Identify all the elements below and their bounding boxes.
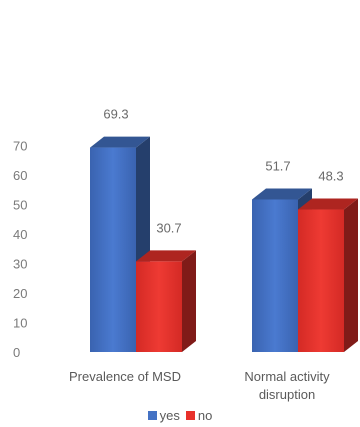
bar-top-face xyxy=(252,188,312,200)
bar-no-1 xyxy=(136,250,196,352)
data-labels: 69.3 30.7 51.7 48.3 xyxy=(103,107,343,236)
category-label-1: Prevalence of MSD xyxy=(69,369,181,384)
bar-top-face xyxy=(136,250,196,262)
y-tick-label-10: 10 xyxy=(13,316,27,331)
legend-label-no: no xyxy=(197,407,213,423)
legend-swatch-yes xyxy=(147,410,157,420)
bar-side-face xyxy=(344,198,358,352)
y-tick-label-70: 70 xyxy=(13,139,27,154)
bar-front-face xyxy=(136,261,182,352)
legend-swatch-no xyxy=(185,410,195,420)
data-label-no-1: 30.7 xyxy=(156,220,181,235)
bar-front-face xyxy=(298,209,344,352)
category-labels: Prevalence of MSD Normal activity disrupti… xyxy=(69,369,330,402)
bar-top-face xyxy=(298,198,358,210)
bar-top-face xyxy=(90,136,150,148)
legend: yes no xyxy=(0,404,360,426)
legend-item-no: no xyxy=(185,407,213,423)
data-label-no-2: 48.3 xyxy=(318,169,343,184)
y-tick-label-40: 40 xyxy=(13,227,27,242)
y-tick-label-50: 50 xyxy=(13,198,27,213)
data-label-yes-1: 69.3 xyxy=(103,107,128,122)
bar-front-face xyxy=(252,199,298,352)
y-tick-label-60: 60 xyxy=(13,168,27,183)
category-label-2: Normal activity disruption xyxy=(244,369,330,402)
bar-side-face xyxy=(182,250,196,352)
y-tick-label-0: 0 xyxy=(13,345,20,360)
data-label-yes-2: 51.7 xyxy=(265,158,290,173)
y-axis: 0 10 20 30 40 50 60 70 xyxy=(13,139,27,361)
bar-front-face xyxy=(90,147,136,352)
legend-item-yes: yes xyxy=(147,407,180,423)
bar-no-2 xyxy=(298,198,358,352)
y-tick-label-30: 30 xyxy=(13,257,27,272)
y-tick-label-20: 20 xyxy=(13,286,27,301)
bars xyxy=(90,136,358,352)
legend-label-yes: yes xyxy=(159,407,180,423)
